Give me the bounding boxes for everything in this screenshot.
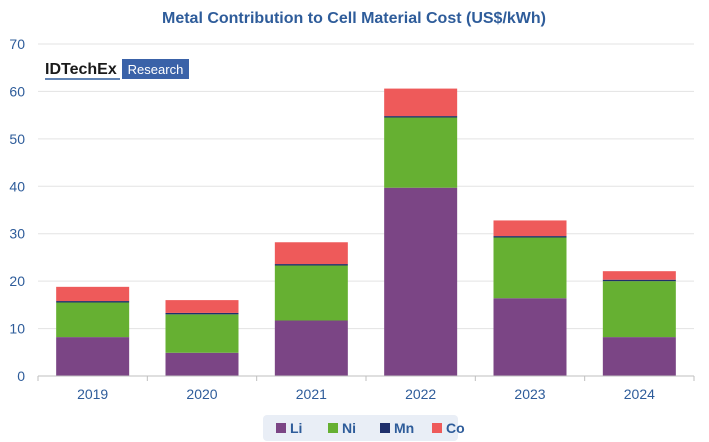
bar-2023-Ni xyxy=(493,237,567,299)
logo-badge-text: Research xyxy=(128,62,184,77)
y-tick-label-20: 20 xyxy=(9,273,25,289)
bar-2024-Mn xyxy=(602,279,676,282)
bar-2019-Co xyxy=(56,286,130,302)
y-tick-label-50: 50 xyxy=(9,131,25,147)
legend-swatch-Co xyxy=(432,423,442,433)
legend-label-Co: Co xyxy=(446,420,465,436)
y-tick-label-60: 60 xyxy=(9,83,25,99)
bar-2020-Li xyxy=(165,352,239,376)
legend-label-Ni: Ni xyxy=(342,420,356,436)
legend-box xyxy=(263,415,458,441)
x-tick-label-2023: 2023 xyxy=(514,386,545,402)
bar-2021-Li xyxy=(274,320,348,376)
bar-2020-Co xyxy=(165,300,239,313)
bar-2022-Mn xyxy=(384,116,458,118)
y-tick-label-0: 0 xyxy=(17,368,25,384)
legend-label-Mn: Mn xyxy=(394,420,414,436)
bar-2023-Li xyxy=(493,298,567,376)
bar-2024-Ni xyxy=(602,281,676,338)
bar-2021-Co xyxy=(274,242,348,265)
grid-lines xyxy=(38,43,694,330)
bar-2019-Ni xyxy=(56,302,130,338)
logo-brand: IDTechEx xyxy=(45,61,117,78)
bar-2023-Mn xyxy=(493,236,567,238)
legend: Li Ni Mn Co xyxy=(263,415,465,441)
bar-2021-Ni xyxy=(274,265,348,321)
legend-swatch-Li xyxy=(276,423,286,433)
bar-2022-Li xyxy=(384,187,458,376)
x-tick-label-2024: 2024 xyxy=(624,386,655,402)
bar-2020-Ni xyxy=(165,314,239,353)
bar-2021-Mn xyxy=(274,264,348,266)
x-tick-label-2021: 2021 xyxy=(296,386,327,402)
x-tick-label-2019: 2019 xyxy=(77,386,108,402)
logo-badge xyxy=(122,59,189,79)
y-tick-label-30: 30 xyxy=(9,226,25,242)
bar-2023-Co xyxy=(493,220,567,237)
x-tick-label-2022: 2022 xyxy=(405,386,436,402)
bar-2019-Mn xyxy=(56,301,130,303)
legend-label-Li: Li xyxy=(290,420,302,436)
bar-2019-Li xyxy=(56,337,130,376)
bar-2020-Mn xyxy=(165,312,239,315)
bars xyxy=(56,88,676,376)
y-tick-label-10: 10 xyxy=(9,321,25,337)
legend-swatch-Ni xyxy=(328,423,338,433)
idtechex-logo: IDTechEx Research xyxy=(45,59,189,80)
legend-swatch-Mn xyxy=(380,423,390,433)
bar-2024-Co xyxy=(602,271,676,280)
bar-2024-Li xyxy=(602,337,676,376)
axes: 0 10 20 30 40 50 60 70 2019 2020 2021 2022 2023 2024 xyxy=(9,36,695,402)
y-tick-label-40: 40 xyxy=(9,178,25,194)
x-tick-label-2020: 2020 xyxy=(186,386,217,402)
bar-2022-Ni xyxy=(384,117,458,188)
y-tick-label-70: 70 xyxy=(9,36,25,52)
chart-title: Metal Contribution to Cell Material Cost… xyxy=(162,10,546,27)
bar-2022-Co xyxy=(384,88,458,117)
